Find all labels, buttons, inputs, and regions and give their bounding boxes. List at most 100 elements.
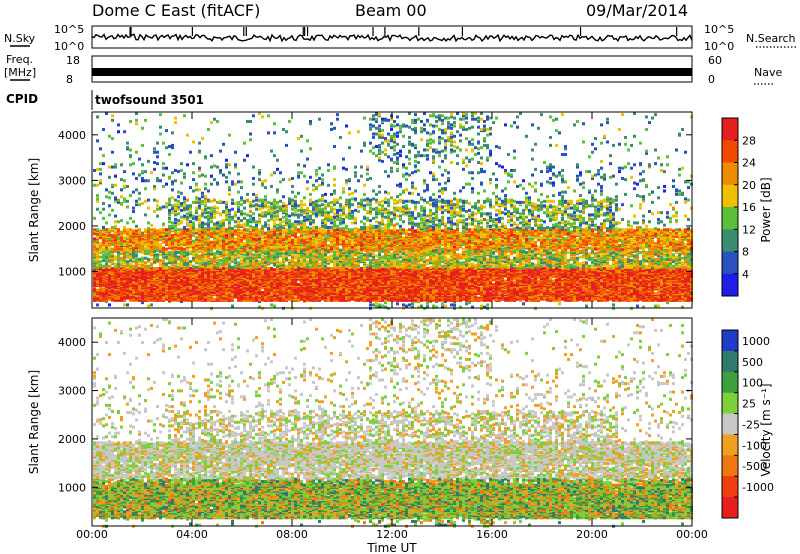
heat-cell: [243, 228, 246, 231]
heat-cell: [213, 298, 216, 301]
heat-cell: [135, 119, 138, 122]
heat-cell: [243, 223, 246, 226]
heat-cell: [267, 131, 270, 134]
heat-cell: [279, 261, 282, 264]
heat-cell: [102, 128, 105, 131]
heat-cell: [234, 211, 237, 214]
heat-cell: [126, 142, 129, 145]
heat-cell: [186, 228, 189, 231]
heat-cell: [288, 178, 291, 181]
heat-cell: [168, 145, 171, 148]
heat-cell: [285, 228, 288, 231]
heat-cell: [216, 211, 219, 214]
heat-cell: [99, 211, 102, 214]
heat-cell: [291, 212, 294, 215]
heat-cell: [126, 221, 129, 224]
heat-cell: [156, 229, 159, 232]
heat-cell: [240, 203, 243, 206]
heat-cell: [255, 199, 258, 202]
heat-cell: [93, 252, 96, 255]
heat-cell: [234, 265, 237, 268]
heat-cell: [282, 195, 285, 198]
heat-cell: [210, 166, 213, 169]
nsearch-label: N.Search: [746, 32, 796, 45]
heat-cell: [255, 243, 258, 246]
heat-cell: [252, 166, 255, 169]
heat-cell: [297, 283, 300, 286]
heat-cell: [333, 145, 336, 148]
heat-cell: [159, 133, 162, 136]
heat-cell: [105, 188, 108, 191]
heat-cell: [300, 150, 303, 153]
heat-cell: [150, 224, 153, 227]
heat-cell: [123, 179, 126, 182]
heat-cell: [288, 219, 291, 222]
heat-cell: [192, 171, 195, 174]
heat-cell: [96, 289, 99, 292]
heat-cell: [183, 294, 186, 297]
heat-cell: [153, 210, 156, 213]
heat-cell: [150, 171, 153, 174]
heat-cell: [252, 183, 255, 186]
heat-cell: [195, 228, 198, 231]
heat-cell: [171, 221, 174, 224]
heat-cell: [126, 205, 129, 208]
heat-cell: [231, 251, 234, 254]
heat-cell: [138, 203, 141, 206]
heat-cell: [129, 194, 132, 197]
heat-cell: [240, 229, 243, 232]
heat-cell: [330, 216, 333, 219]
nsky-label: N.Sky: [4, 32, 36, 45]
heat-cell: [195, 216, 198, 219]
heat-cell: [336, 209, 339, 212]
heat-cell: [276, 224, 279, 227]
heat-cell: [258, 218, 261, 221]
heat-cell: [126, 185, 129, 188]
heat-cell: [246, 228, 249, 231]
heat-cell: [186, 199, 189, 202]
heat-cell: [123, 185, 126, 188]
heat-cell: [129, 163, 132, 166]
heat-cell: [123, 170, 126, 173]
heat-cell: [150, 232, 153, 235]
heat-cell: [267, 227, 270, 230]
heat-cell: [123, 303, 126, 306]
heat-cell: [141, 202, 144, 205]
heat-cell: [291, 260, 294, 263]
heat-cell: [285, 130, 288, 133]
heat-cell: [111, 234, 114, 237]
heat-cell: [192, 232, 195, 235]
heat-cell: [240, 196, 243, 199]
heat-cell: [120, 267, 123, 270]
heat-cell: [318, 249, 321, 252]
heat-cell: [330, 226, 333, 229]
heat-cell: [168, 176, 171, 179]
heat-cell: [153, 147, 156, 150]
heat-cell: [216, 120, 219, 123]
heat-cell: [270, 303, 273, 306]
heat-cell: [192, 178, 195, 181]
heat-cell: [162, 185, 165, 188]
heat-cell: [153, 151, 156, 154]
heat-cell: [114, 163, 117, 166]
power-heatmap: [93, 112, 693, 310]
heat-cell: [303, 175, 306, 178]
heat-cell: [138, 267, 141, 270]
heat-cell: [294, 224, 297, 227]
heat-cell: [276, 210, 279, 213]
heat-cell: [132, 162, 135, 165]
heat-cell: [279, 171, 282, 174]
heat-cell: [258, 260, 261, 263]
heat-cell: [273, 268, 276, 271]
heat-cell: [300, 135, 303, 138]
heat-cell: [261, 225, 264, 228]
heat-cell: [96, 197, 99, 200]
heat-cell: [180, 169, 183, 172]
heat-cell: [177, 200, 180, 203]
heat-cell: [156, 151, 159, 154]
heat-cell: [324, 229, 327, 232]
heat-cell: [216, 221, 219, 224]
heat-cell: [177, 223, 180, 226]
heat-cell: [261, 199, 264, 202]
heat-cell: [258, 237, 261, 240]
